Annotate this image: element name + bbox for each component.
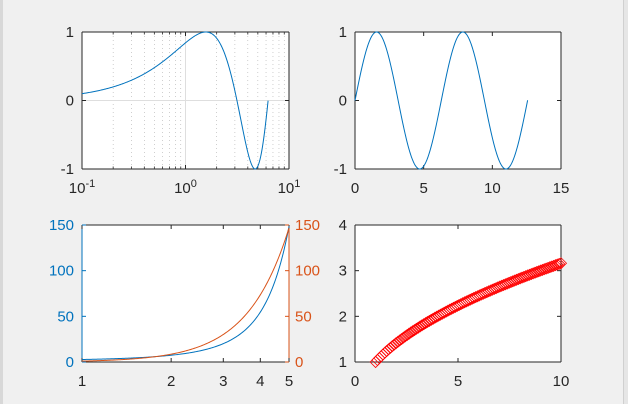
diamond-marker [541,261,555,274]
diamond-marker [517,270,530,283]
diamond-marker [545,260,558,273]
y-tick-label: 1 [66,24,74,41]
x-tick-label: 5 [454,373,462,390]
diamond-marker [536,263,549,276]
diamond-marker [534,264,547,277]
window-left-edge [0,0,3,404]
diamond-marker [530,265,543,279]
diamond-marker [514,272,527,285]
plot-area [355,225,561,362]
y-left-tick-label: 100 [49,263,74,280]
y-tick-label: 3 [339,263,347,280]
diamond-marker [415,319,429,332]
diamond-marker [402,327,416,340]
y-right-tick-label: 150 [295,217,320,234]
x-tick-label: 3 [219,373,227,390]
x-tick-label: 5 [419,180,427,197]
x-tick-label: 10 [553,373,570,390]
diamond-marker [512,273,525,286]
x-tick-label: 2 [167,373,175,390]
y-tick-label: 0 [66,93,74,110]
diamond-marker [519,270,532,283]
diamond-marker [423,314,436,327]
y-tick-label: -1 [61,161,74,178]
y-tick-label: 4 [339,217,347,234]
x-tick-label: 4 [256,373,264,390]
diamond-marker [523,268,536,281]
diamond-marker [543,261,556,274]
x-tick-label: 101 [278,178,301,197]
y-right-tick-label: 0 [295,354,303,371]
diamond-marker [549,259,562,272]
plot-area [355,32,561,169]
diamond-marker [516,271,529,284]
diamond-marker [506,275,519,288]
diamond-marker [419,317,432,330]
diamond-marker [554,257,568,270]
diamond-marker [547,259,560,272]
diamond-marker [408,323,421,337]
diamond-marker [499,278,512,291]
diamond-marker [421,315,434,329]
x-tick-label: 15 [553,180,570,197]
diamond-marker [553,257,566,270]
x-tick-label: 10-1 [69,178,95,197]
diamond-marker [401,328,414,342]
diamond-marker [532,265,545,278]
x-tick-label: 10 [484,180,501,197]
x-tick-label: 5 [285,373,293,390]
x-tick-label: 0 [351,373,359,390]
window-right-edge [623,0,628,404]
diamond-marker [528,266,542,279]
chart-diamonds: 0 5 10 1 2 3 4 [339,217,570,390]
y-left-tick-label: 0 [66,354,74,371]
diamond-marker [551,258,564,271]
plot-area [82,225,289,362]
y-left-tick-label: 150 [49,217,74,234]
diamond-marker [414,320,427,333]
x-tick-label: 100 [174,178,197,197]
y-right-tick-label: 100 [295,263,320,280]
diamond-marker [508,274,521,287]
diamond-marker [406,325,419,338]
series-line-0 [354,31,529,170]
diamond-marker [501,277,514,290]
diamond-marker [538,263,551,276]
y-tick-label: 0 [339,93,347,110]
x-tick-label: 0 [351,180,359,197]
diamond-marker [410,322,423,335]
diamond-marker [521,269,534,282]
diamond-marker [510,273,523,286]
diamond-marker [527,267,540,280]
diamond-marker [417,318,430,331]
y-tick-label: 1 [339,24,347,41]
diamond-marker [504,275,518,289]
chart-semilogx: 10-1 100 101 -1 0 1 [61,24,301,197]
series-line-left [81,226,290,361]
y-right-tick-label: 50 [295,308,312,325]
y-tick-label: 2 [339,308,347,325]
diamond-marker [412,321,425,334]
y-tick-label: 1 [339,354,347,371]
diamond-marker [525,267,538,281]
x-tick-label: 1 [78,373,86,390]
diamond-marker [404,326,417,339]
series-line-0 [81,31,269,170]
series-line-right [81,227,290,362]
diamond-marker [540,262,553,275]
chart-sine: 0 5 10 15-101 [334,24,570,197]
diamond-marker [503,276,516,289]
y-left-tick-label: 50 [57,308,74,325]
diamond-marker [425,313,438,326]
y-tick-label: -1 [334,161,347,178]
